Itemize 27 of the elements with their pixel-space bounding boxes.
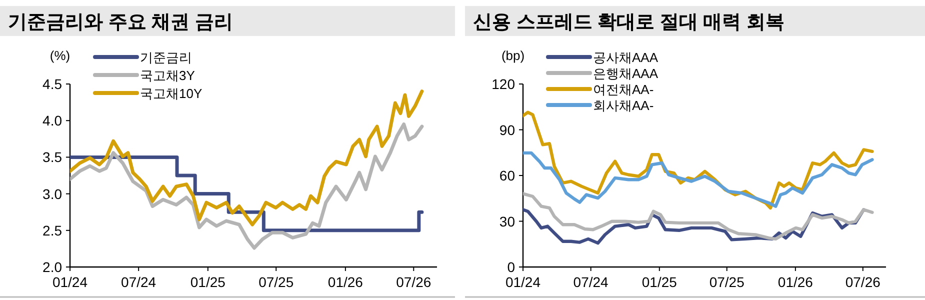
ylabel: (%) — [50, 48, 70, 63]
ytick: 120 — [492, 76, 515, 92]
title: 기준금리와 주요 채권 금리 — [8, 12, 233, 33]
ytick: 3.0 — [42, 186, 62, 202]
ytick: 90 — [499, 122, 515, 138]
xtick: 07/25 — [709, 274, 744, 290]
xtick: 01/24 — [52, 274, 88, 290]
xtick: 07/25 — [258, 274, 294, 290]
xtick: 07/24 — [573, 274, 608, 290]
xtick: 01/25 — [190, 274, 226, 290]
xtick: 07/24 — [121, 274, 156, 290]
ytick: 0 — [507, 259, 515, 275]
ytick: 2.5 — [42, 222, 62, 238]
xtick: 07/26 — [396, 274, 432, 290]
xtick: 01/24 — [505, 274, 541, 290]
ytick: 4.5 — [42, 76, 62, 92]
xtick: 07/26 — [845, 274, 880, 290]
xtick: 01/26 — [328, 274, 363, 290]
ytick: 2.0 — [42, 259, 62, 275]
ytick: 30 — [499, 213, 515, 230]
ytick: 3.5 — [42, 149, 62, 166]
ytick: 4.0 — [42, 112, 62, 129]
ylabel: (bp) — [501, 48, 525, 63]
ytick: 60 — [499, 168, 515, 184]
xtick: 01/26 — [778, 274, 813, 290]
xtick: 01/25 — [642, 274, 677, 290]
title: 신용 스프레드 확대로 절대 매력 회복 — [473, 12, 784, 33]
